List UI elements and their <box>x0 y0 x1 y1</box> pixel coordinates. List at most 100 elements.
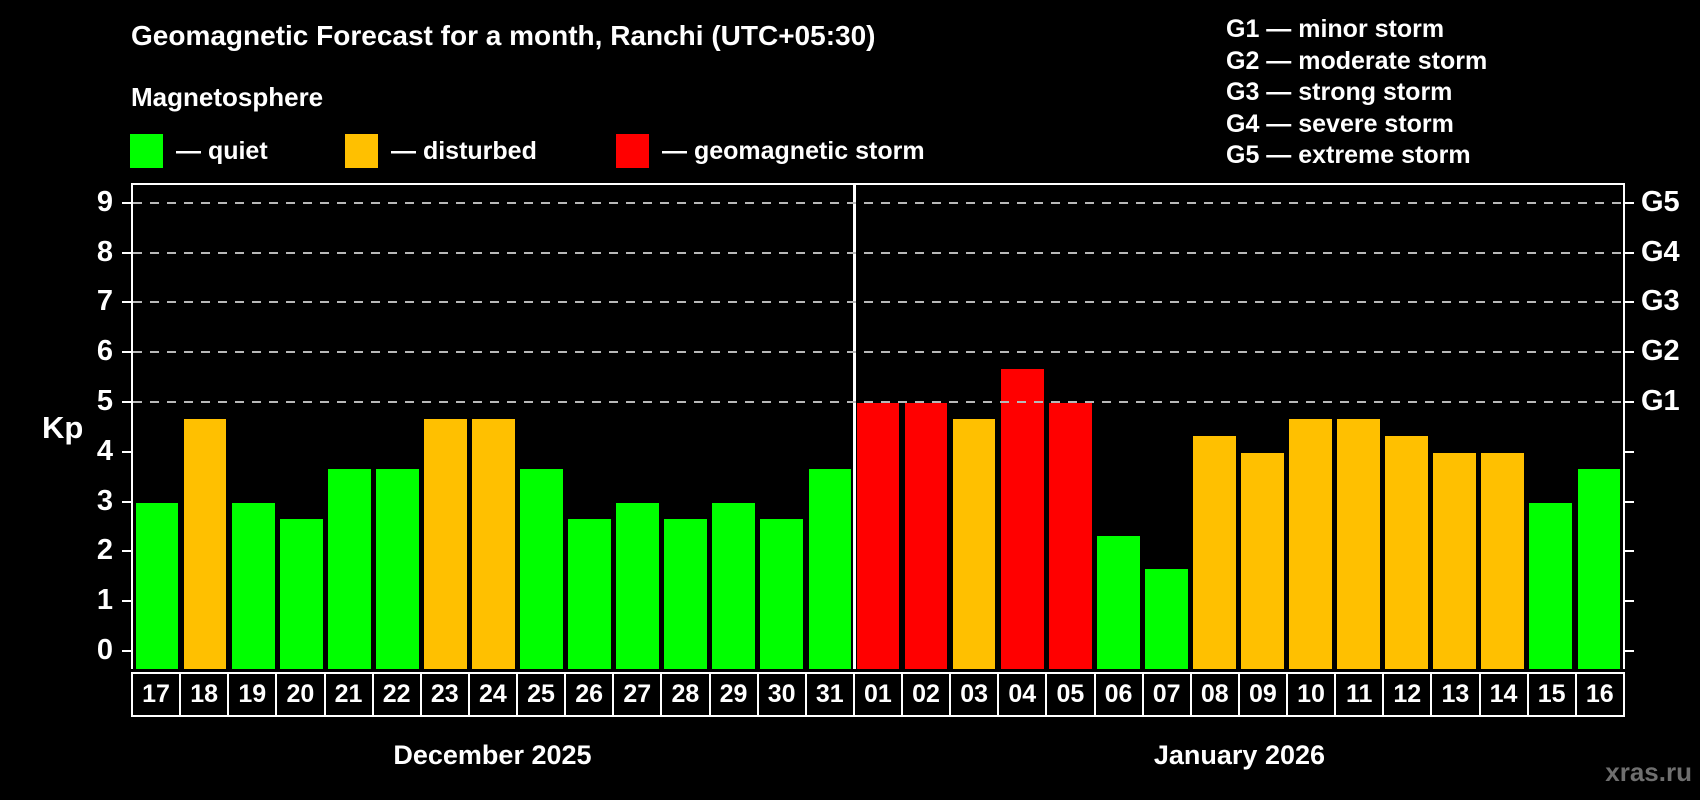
y-axis-label-2: 2 <box>96 534 113 567</box>
y-axis-tick-left <box>122 351 131 354</box>
kp-bar-quiet-day-27 <box>616 502 660 669</box>
g-scale-label-G3: G3 <box>1641 285 1680 318</box>
y-axis-tick-left <box>122 650 131 652</box>
y-axis-tick-right <box>1625 351 1634 354</box>
bar-slot-day-13 <box>1431 185 1479 669</box>
kp-bar-disturbed-day-12 <box>1385 436 1429 669</box>
y-axis-tick-left <box>122 450 131 453</box>
day-label-cell-26: 26 <box>566 674 615 715</box>
kp-bar-quiet-day-25 <box>520 469 563 669</box>
kp-bar-quiet-day-15 <box>1529 502 1573 669</box>
gridline-kp-7 <box>133 301 1623 304</box>
y-axis-tick-right <box>1625 201 1634 204</box>
kp-bar-quiet-day-30 <box>760 519 804 669</box>
bar-slot-day-19 <box>229 185 277 669</box>
y-axis-tick-left <box>122 201 131 204</box>
y-axis-label-3: 3 <box>96 484 113 517</box>
kp-bar-disturbed-day-08 <box>1193 436 1236 669</box>
plot-area <box>131 183 1625 669</box>
bar-slot-day-25 <box>518 185 566 669</box>
y-axis-tick-right <box>1625 650 1634 652</box>
kp-bar-disturbed-day-13 <box>1433 452 1477 669</box>
day-label-cell-25: 25 <box>518 674 567 715</box>
bar-slot-day-23 <box>421 185 469 669</box>
disturbed-color-swatch <box>345 134 378 168</box>
bar-slot-day-17 <box>133 185 181 669</box>
day-label-cell-14: 14 <box>1480 674 1529 715</box>
y-axis-label-6: 6 <box>96 335 113 368</box>
gridline-kp-6 <box>133 351 1623 354</box>
kp-bar-storm-day-04 <box>1000 369 1044 669</box>
month-separator-line <box>852 185 856 669</box>
storm-color-swatch <box>616 134 649 168</box>
bar-slot-day-30 <box>758 185 806 669</box>
bar-slot-day-07 <box>1142 185 1190 669</box>
day-label-cell-07: 07 <box>1143 674 1192 715</box>
bar-slot-day-02 <box>902 185 950 669</box>
g-scale-label-G2: G2 <box>1641 335 1680 368</box>
kp-bar-disturbed-day-11 <box>1337 419 1380 669</box>
bar-slot-day-24 <box>469 185 517 669</box>
bar-slot-day-09 <box>1238 185 1286 669</box>
y-axis-tick-left <box>122 251 131 254</box>
kp-bar-disturbed-day-10 <box>1289 419 1332 669</box>
quiet-color-swatch <box>130 134 163 168</box>
bar-slot-day-28 <box>662 185 710 669</box>
day-label-cell-31: 31 <box>806 674 855 715</box>
watermark-link[interactable]: xras.ru <box>1605 757 1692 787</box>
kp-bar-quiet-day-07 <box>1144 569 1188 669</box>
bar-slot-day-16 <box>1575 185 1623 669</box>
bar-slot-day-15 <box>1527 185 1575 669</box>
kp-bar-storm-day-01 <box>856 402 900 669</box>
legend-item-label: — geomagnetic storm <box>662 136 925 165</box>
day-label-cell-24: 24 <box>469 674 518 715</box>
month-label: December 2025 <box>393 740 592 770</box>
y-axis-label-0: 0 <box>96 633 113 666</box>
kp-bar-disturbed-day-09 <box>1241 452 1284 669</box>
g-scale-label-G4: G4 <box>1641 235 1680 268</box>
legend-item-quiet: — quiet <box>130 134 268 168</box>
kp-axis-title: Kp <box>42 410 84 445</box>
kp-bar-quiet-day-20 <box>279 519 323 669</box>
g-legend-line: G1 — minor storm <box>1226 15 1445 43</box>
y-axis-tick-left <box>122 600 131 603</box>
legend-item-disturbed: — disturbed <box>345 134 537 168</box>
day-label-cell-29: 29 <box>710 674 759 715</box>
kp-bar-quiet-day-19 <box>231 502 275 669</box>
gridline-kp-8 <box>133 251 1623 254</box>
bar-slot-day-29 <box>710 185 758 669</box>
y-axis-label-5: 5 <box>96 384 113 417</box>
y-axis-tick-left <box>122 550 131 553</box>
gridline-kp-9 <box>133 201 1623 204</box>
bar-slot-day-20 <box>277 185 325 669</box>
y-axis-label-4: 4 <box>96 434 113 467</box>
g-scale-label-G1: G1 <box>1641 384 1680 417</box>
y-axis-tick-right <box>1625 500 1634 503</box>
day-label-cell-19: 19 <box>229 674 278 715</box>
day-label-cell-06: 06 <box>1095 674 1144 715</box>
kp-bar-disturbed-day-03 <box>952 419 996 669</box>
legend-item-label: — quiet <box>176 136 268 165</box>
g-legend-line: G5 — extreme storm <box>1226 141 1471 169</box>
kp-bar-quiet-day-26 <box>568 519 611 669</box>
bar-slot-day-08 <box>1190 185 1238 669</box>
y-axis-tick-left <box>122 401 131 403</box>
month-axis: December 2025 January 2026 <box>131 740 1625 771</box>
kp-bar-quiet-day-17 <box>135 502 179 669</box>
y-axis-tick-right <box>1625 301 1634 304</box>
kp-bar-disturbed-day-14 <box>1481 452 1525 669</box>
day-label-cell-17: 17 <box>133 674 182 715</box>
bar-slot-day-27 <box>614 185 662 669</box>
g-legend-line: G4 — severe storm <box>1226 109 1454 138</box>
kp-bar-storm-day-02 <box>904 402 948 669</box>
day-label-cell-18: 18 <box>181 674 230 715</box>
day-label-cell-12: 12 <box>1384 674 1433 715</box>
bar-slot-day-22 <box>373 185 421 669</box>
y-axis-tick-left <box>122 301 131 304</box>
day-label-cell-08: 08 <box>1191 674 1240 715</box>
kp-bar-quiet-day-06 <box>1096 536 1140 669</box>
day-label-cell-13: 13 <box>1432 674 1481 715</box>
y-axis-tick-right <box>1625 401 1634 403</box>
gridline-kp-5 <box>133 401 1623 403</box>
